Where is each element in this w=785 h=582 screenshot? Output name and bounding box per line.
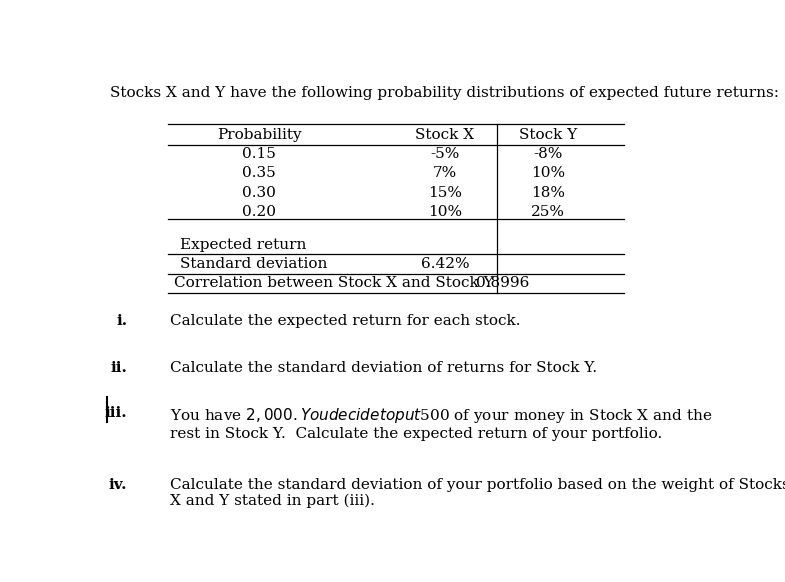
Text: 10%: 10%: [428, 205, 462, 219]
Text: 15%: 15%: [428, 186, 462, 200]
Text: iii.: iii.: [104, 406, 127, 420]
Text: You have $2,000.  You decide to put $500 of your money in Stock X and the
rest i: You have $2,000. You decide to put $500 …: [170, 406, 712, 441]
Text: -5%: -5%: [430, 147, 459, 161]
Text: Probability: Probability: [217, 128, 301, 142]
Text: 0.15: 0.15: [243, 147, 276, 161]
Text: 10%: 10%: [531, 166, 565, 180]
Text: Expected return: Expected return: [181, 237, 307, 251]
Text: 6.42%: 6.42%: [421, 257, 469, 271]
Text: iv.: iv.: [109, 478, 127, 492]
Text: Stock Y: Stock Y: [519, 128, 578, 142]
Text: Correlation between Stock X and Stock Y: Correlation between Stock X and Stock Y: [174, 276, 494, 290]
Text: 0.35: 0.35: [243, 166, 276, 180]
Text: 25%: 25%: [531, 205, 565, 219]
Text: Stock X: Stock X: [415, 128, 474, 142]
Text: 0.8996: 0.8996: [476, 276, 529, 290]
Text: i.: i.: [116, 314, 127, 328]
Text: Stocks X and Y have the following probability distributions of expected future r: Stocks X and Y have the following probab…: [110, 86, 780, 100]
Text: 0.30: 0.30: [243, 186, 276, 200]
Text: Calculate the standard deviation of returns for Stock Y.: Calculate the standard deviation of retu…: [170, 361, 597, 375]
Text: 7%: 7%: [433, 166, 457, 180]
Text: Standard deviation: Standard deviation: [181, 257, 327, 271]
Text: ii.: ii.: [111, 361, 127, 375]
Text: -8%: -8%: [534, 147, 563, 161]
Text: Calculate the standard deviation of your portfolio based on the weight of Stocks: Calculate the standard deviation of your…: [170, 478, 785, 508]
Text: 0.20: 0.20: [243, 205, 276, 219]
Text: Calculate the expected return for each stock.: Calculate the expected return for each s…: [170, 314, 520, 328]
Text: 18%: 18%: [531, 186, 565, 200]
